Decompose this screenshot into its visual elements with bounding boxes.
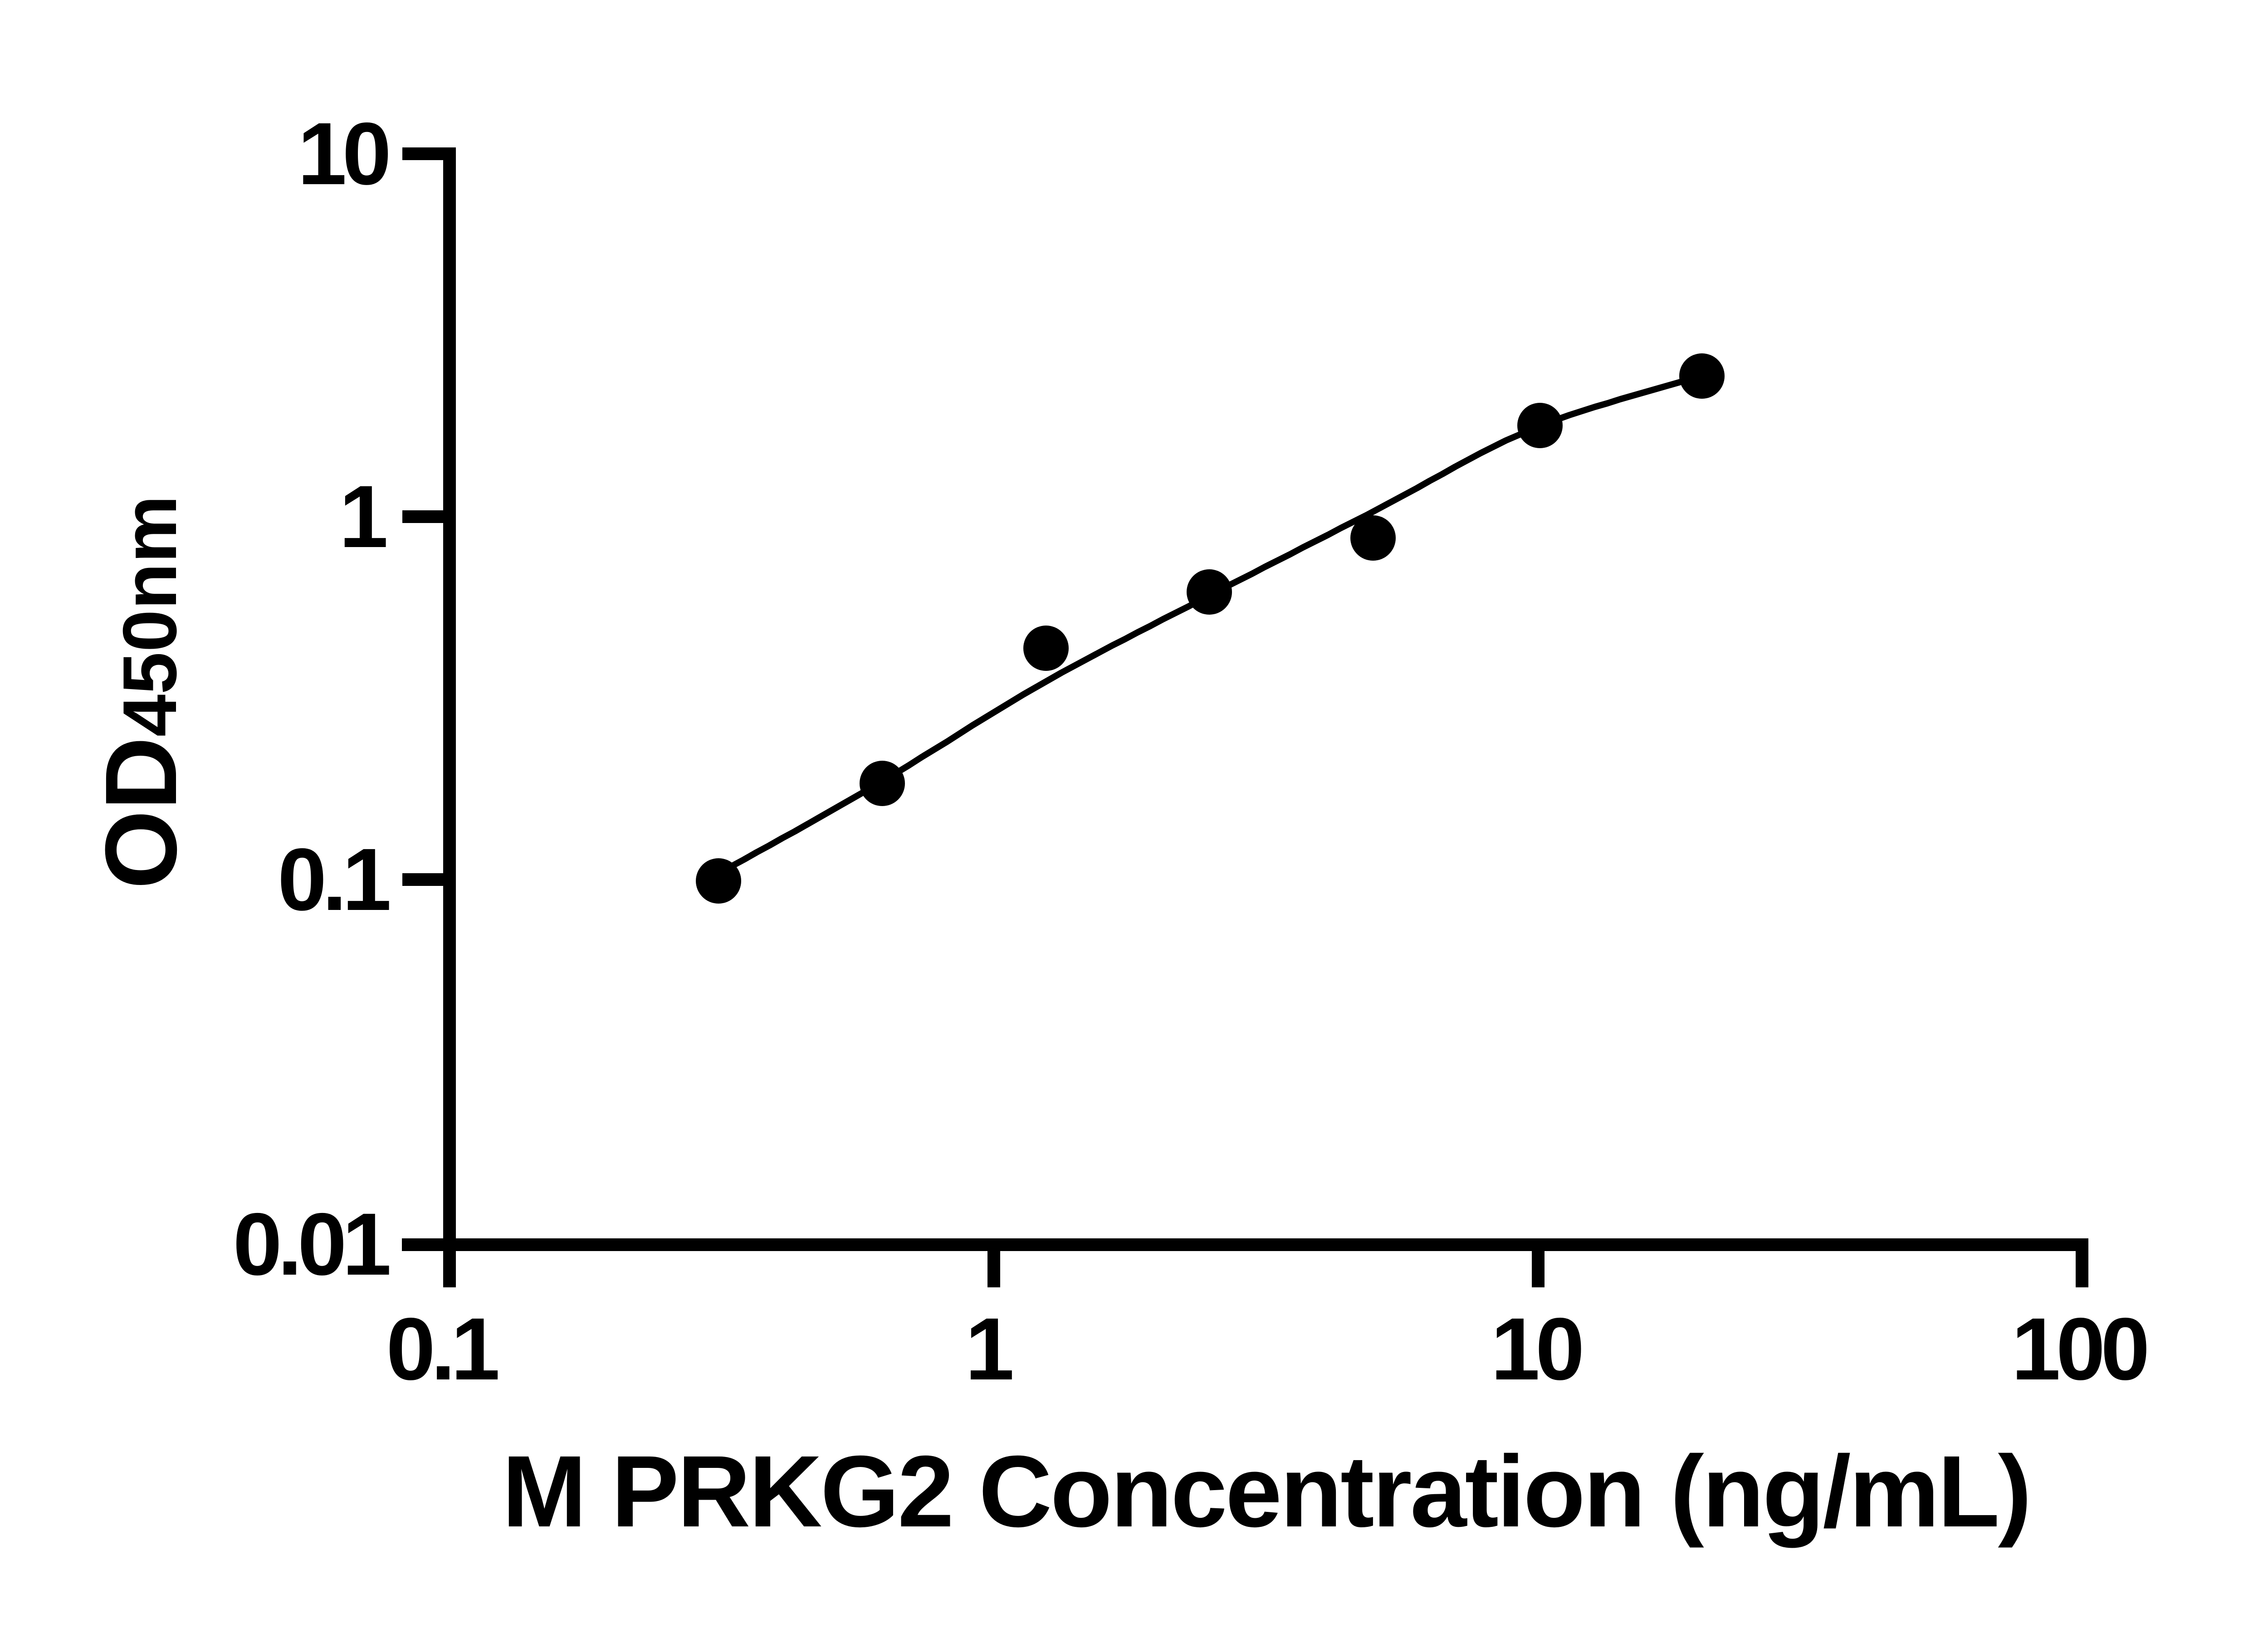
svg-text:10: 10 xyxy=(1491,1300,1581,1398)
svg-text:0.1: 0.1 xyxy=(386,1300,498,1398)
svg-text:10: 10 xyxy=(298,104,388,203)
svg-text:100: 100 xyxy=(2011,1300,2146,1398)
svg-text:M PRKG2 Concentration (ng/mL): M PRKG2 Concentration (ng/mL) xyxy=(502,1435,2030,1548)
svg-text:0.01: 0.01 xyxy=(233,1195,389,1294)
svg-text:1: 1 xyxy=(965,1300,1014,1398)
svg-text:0.1: 0.1 xyxy=(278,830,390,929)
svg-text:OD450nm: OD450nm xyxy=(84,495,198,889)
svg-text:1: 1 xyxy=(339,467,388,566)
